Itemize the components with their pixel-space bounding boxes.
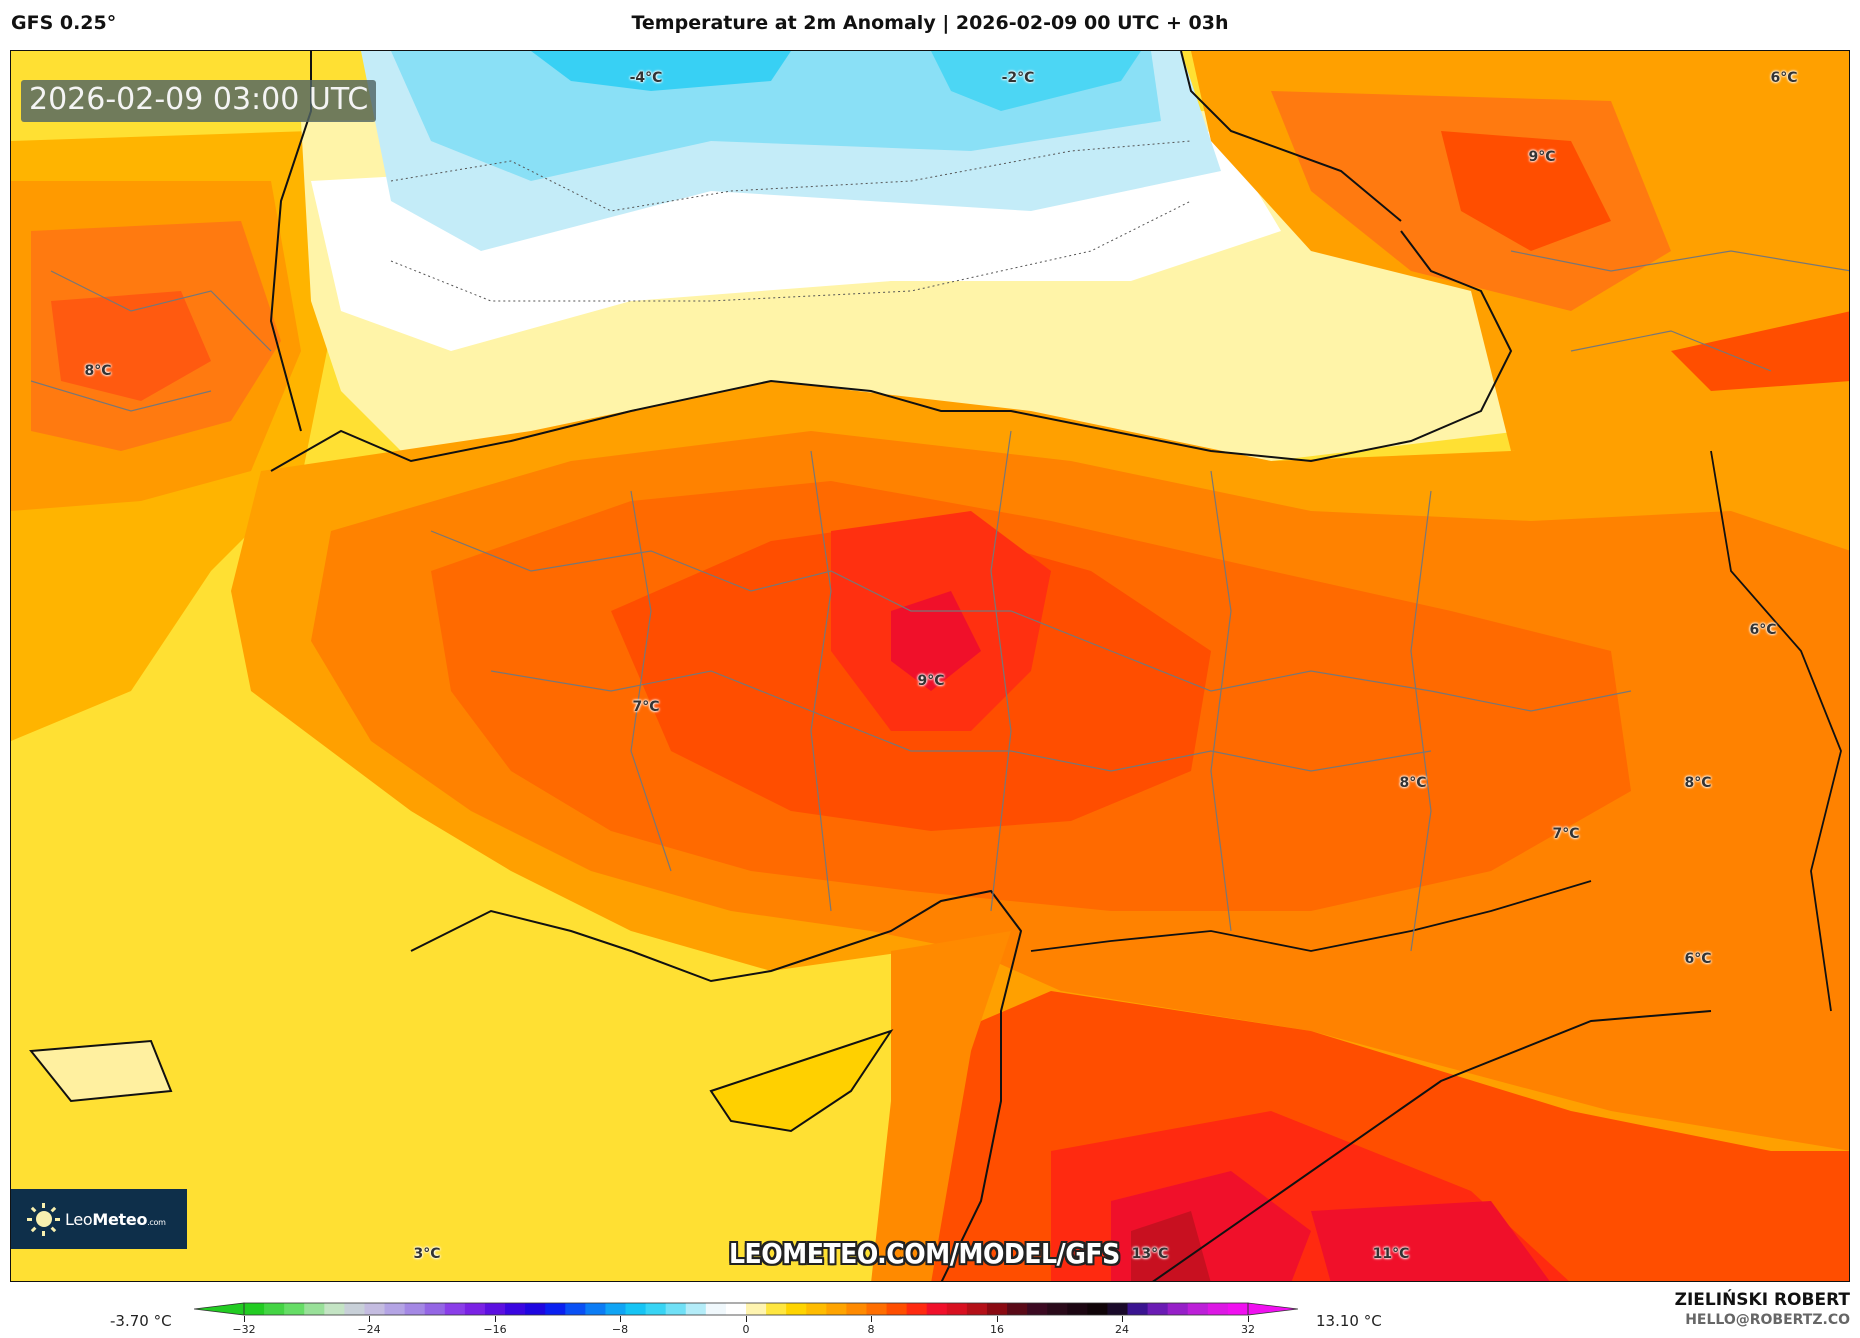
colorbar-tick — [495, 1316, 496, 1322]
temp-label: 8°C — [84, 363, 112, 379]
source-watermark: LEOMETEO.COM/MODEL/GFS — [729, 1237, 1120, 1270]
legend-min-value: -3.70 °C — [110, 1312, 172, 1330]
temp-label: 8°C — [1399, 775, 1427, 791]
temp-label: 6°C — [1684, 951, 1712, 967]
temp-label: 7°C — [1552, 826, 1580, 842]
colorbar-tick-label: −8 — [611, 1323, 629, 1336]
colorbar-tick — [871, 1316, 872, 1322]
colorbar-tick — [997, 1316, 998, 1322]
sun-icon — [27, 1202, 61, 1236]
author-email[interactable]: HELLO@ROBERTZ.CO — [1685, 1312, 1850, 1328]
temp-label: -4°C — [629, 70, 663, 86]
author-name: ZIELIŃSKI ROBERT — [1674, 1290, 1850, 1310]
colorbar-tick-label: 24 — [1115, 1323, 1129, 1336]
temp-label: 6°C — [1749, 622, 1777, 638]
colorbar-tick-label: −16 — [483, 1323, 507, 1336]
temp-label: 6°C — [1770, 70, 1798, 86]
colorbar-tick-label: 0 — [742, 1323, 750, 1336]
colorbar-tick — [244, 1316, 245, 1322]
colorbar-tick — [1122, 1316, 1123, 1322]
temp-label: -2°C — [1001, 70, 1035, 86]
chart-title: Temperature at 2m Anomaly | 2026-02-09 0… — [631, 12, 1229, 34]
temp-label: 11°C — [1372, 1246, 1410, 1262]
colorbar-tick — [620, 1316, 621, 1322]
colorbar-tick-label: −32 — [232, 1323, 256, 1336]
temp-label: 13°C — [1131, 1246, 1169, 1262]
colorbar-tick — [746, 1316, 747, 1322]
temp-label: 7°C — [632, 699, 660, 715]
colorbar-tick-label: 8 — [867, 1323, 875, 1336]
temp-label: 9°C — [1528, 149, 1556, 165]
temp-label: 9°C — [917, 673, 945, 689]
legend-max-value: 13.10 °C — [1316, 1312, 1382, 1330]
anomaly-field — [11, 51, 1849, 1281]
colorbar-tick — [369, 1316, 370, 1322]
temp-label: 8°C — [1684, 775, 1712, 791]
author-credits: ZIELIŃSKI ROBERT HELLO@ROBERTZ.CO — [1675, 1290, 1850, 1328]
logo-text: LeoMeteo.com — [65, 1209, 166, 1229]
colorbar-tick-label: 32 — [1241, 1323, 1255, 1336]
colorbar — [194, 1302, 1298, 1316]
model-label: GFS 0.25° — [11, 12, 117, 34]
leometeo-logo[interactable]: LeoMeteo.com — [11, 1189, 187, 1249]
valid-time-badge: 2026-02-09 03:00 UTC — [21, 80, 377, 122]
colorbar-tick-label: −24 — [357, 1323, 381, 1336]
colorbar-tick-label: 16 — [990, 1323, 1004, 1336]
map-canvas[interactable]: 2026-02-09 03:00 UTC -4°C -2°C 6°C 9°C 8… — [10, 50, 1850, 1282]
temp-label: 3°C — [413, 1246, 441, 1262]
colorbar-tick — [1248, 1316, 1249, 1322]
